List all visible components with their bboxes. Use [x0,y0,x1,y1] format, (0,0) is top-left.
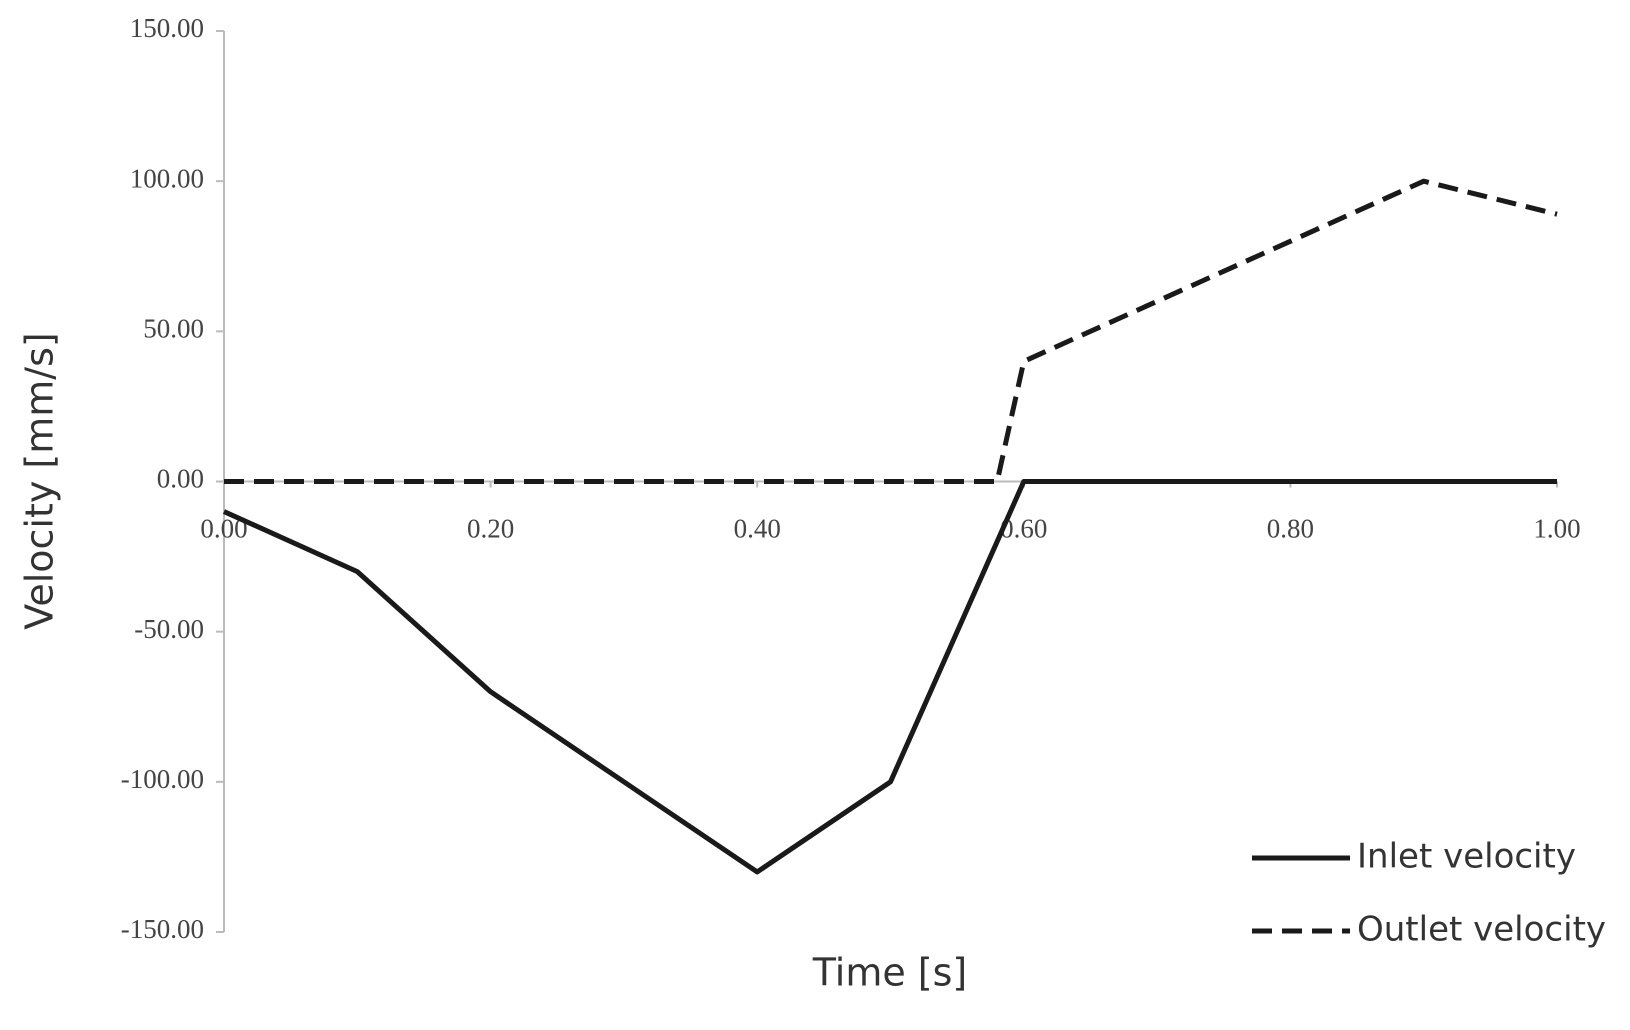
y-tick-label: 50.00 [143,314,204,344]
y-axis-title: Velocity [mm/s] [18,332,62,629]
x-tick-label: 0.80 [1267,514,1314,544]
series-line [222,479,1557,875]
y-tick-label: 100.00 [130,163,204,193]
y-tick-label: -50.00 [134,614,204,644]
legend-label: Outlet velocity [1357,910,1606,950]
legend-label: Inlet velocity [1357,837,1576,877]
series-line [224,178,1558,484]
x-tick-label: 0.20 [467,514,514,544]
y-tick-label: -100.00 [121,764,204,794]
x-tick-label: 0.40 [734,514,781,544]
y-tick-label: 150.00 [130,13,204,43]
x-axis-title: Time [s] [812,951,968,995]
y-tick-label: -150.00 [121,914,204,944]
x-tick-label: 1.00 [1533,514,1580,544]
y-tick-label: 0.00 [157,464,204,494]
